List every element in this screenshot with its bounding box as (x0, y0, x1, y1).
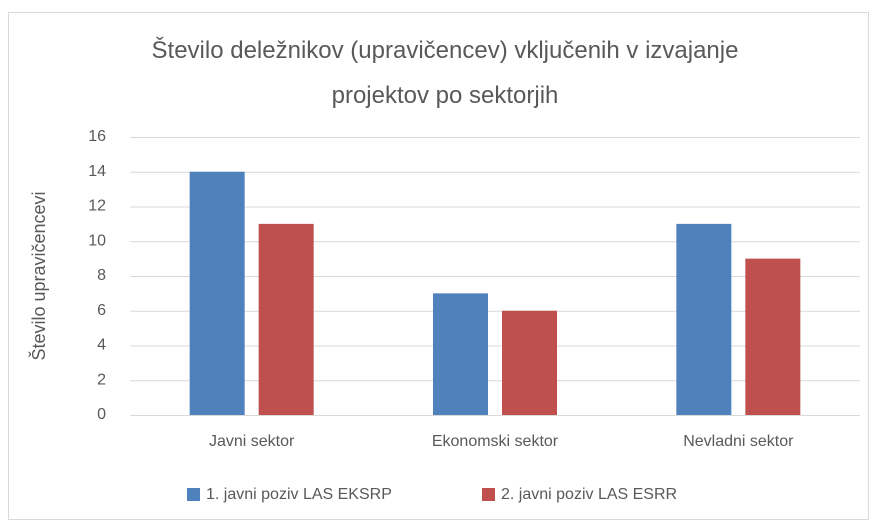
x-tick-label: Nevladni sektor (683, 433, 794, 450)
legend-label: 2. javni poziv LAS ESRR (501, 486, 677, 503)
chart-border (8, 12, 869, 520)
bar (433, 293, 488, 415)
chart-title: Število deležnikov (upravičencev) vključ… (151, 37, 739, 109)
y-tick-label: 12 (88, 198, 106, 215)
bar (189, 171, 245, 415)
y-tick-label: 4 (97, 337, 106, 354)
legend-swatch (187, 488, 200, 501)
legend-label: 1. javni poziv LAS EKSRP (206, 486, 392, 503)
y-tick-label: 2 (97, 371, 106, 388)
y-tick-label: 8 (97, 267, 106, 284)
bar (502, 310, 557, 415)
y-tick-label: 6 (97, 302, 106, 319)
bar (745, 258, 801, 415)
legend-swatch (482, 488, 495, 501)
x-tick-label: Javni sektor (209, 433, 295, 450)
y-tick-label: 14 (88, 163, 106, 180)
bar (676, 223, 732, 415)
x-tick-label: Ekonomski sektor (432, 433, 559, 450)
y-tick-label: 10 (88, 232, 106, 249)
bar (258, 223, 314, 415)
y-axis-label: Število upravičencevi (28, 191, 49, 360)
y-tick-label: 0 (97, 406, 106, 423)
y-tick-label: 16 (88, 128, 106, 145)
